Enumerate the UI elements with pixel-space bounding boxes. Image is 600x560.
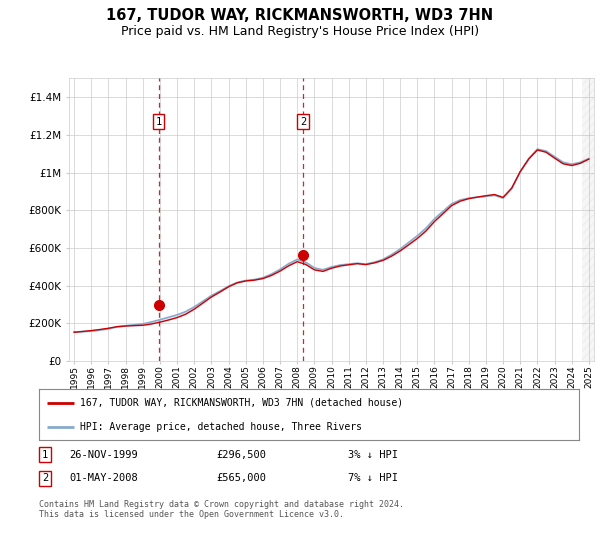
Text: Contains HM Land Registry data © Crown copyright and database right 2024.
This d: Contains HM Land Registry data © Crown c…: [39, 500, 404, 519]
Text: HPI: Average price, detached house, Three Rivers: HPI: Average price, detached house, Thre…: [79, 422, 361, 432]
Text: 7% ↓ HPI: 7% ↓ HPI: [348, 473, 398, 483]
Text: Price paid vs. HM Land Registry's House Price Index (HPI): Price paid vs. HM Land Registry's House …: [121, 25, 479, 38]
Bar: [582, 78, 594, 361]
Text: 167, TUDOR WAY, RICKMANSWORTH, WD3 7HN (detached house): 167, TUDOR WAY, RICKMANSWORTH, WD3 7HN (…: [79, 398, 403, 408]
Text: 2: 2: [300, 117, 306, 127]
Text: £565,000: £565,000: [216, 473, 266, 483]
Text: 1: 1: [42, 450, 48, 460]
Text: 1: 1: [155, 117, 161, 127]
Text: 167, TUDOR WAY, RICKMANSWORTH, WD3 7HN: 167, TUDOR WAY, RICKMANSWORTH, WD3 7HN: [106, 8, 494, 24]
Text: 2: 2: [42, 473, 48, 483]
Text: £296,500: £296,500: [216, 450, 266, 460]
Text: 3% ↓ HPI: 3% ↓ HPI: [348, 450, 398, 460]
Text: 01-MAY-2008: 01-MAY-2008: [69, 473, 138, 483]
Text: 26-NOV-1999: 26-NOV-1999: [69, 450, 138, 460]
